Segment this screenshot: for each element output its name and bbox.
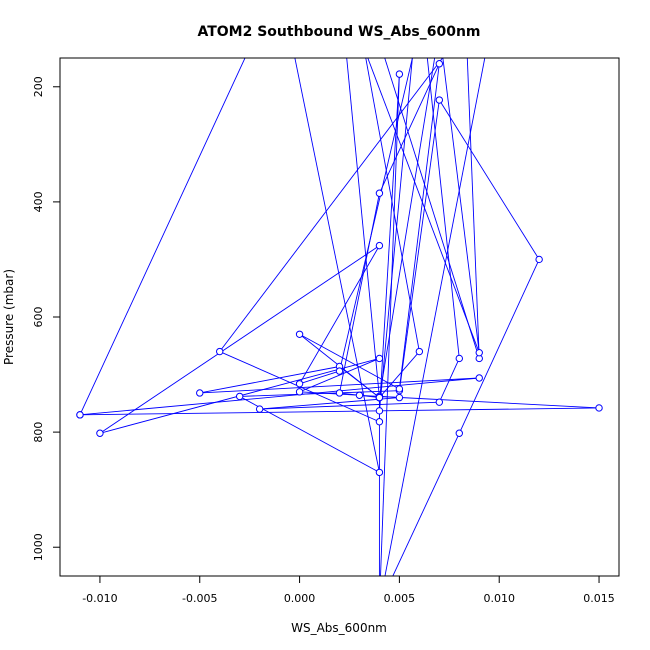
series-line-segment [380,74,400,576]
data-point [455,354,463,363]
series-line-segment [299,358,380,393]
y-tick-label: 200 [32,76,45,97]
y-tick-label: 1000 [32,533,45,561]
data-point [415,347,424,356]
series-line-segment [367,58,480,353]
y-tick-label: 600 [32,307,45,328]
data-point [475,374,483,382]
data-point [335,367,344,375]
data-point [295,330,304,338]
y-tick-label: 400 [32,191,45,212]
data-point [295,388,304,396]
x-axis-label: WS_Abs_600nm [291,621,387,635]
series-line-segment [79,377,480,416]
series-line-segment [199,377,480,394]
series-line-segment [392,433,460,576]
x-tick-label: -0.005 [182,592,217,605]
data-point [455,429,463,437]
data-point [395,70,404,78]
series-line-segment [384,58,480,359]
series-line-segment [294,58,380,473]
x-tick-label: 0.015 [583,592,615,605]
data-point [335,389,344,397]
series-line-segment [379,351,420,398]
series-line-segment [378,74,400,411]
data-point [435,60,444,68]
data-point [96,429,104,437]
plot-series [76,58,603,576]
data-point [475,348,483,357]
series-line-segment [299,370,340,385]
series-line-segment [378,58,413,411]
data-point [375,468,384,477]
data-point [375,189,384,197]
series-line-segment [398,63,440,389]
data-point [295,380,304,388]
data-point [375,241,384,250]
data-point [595,404,603,412]
x-tick-label: 0.000 [284,592,316,605]
data-point [395,393,404,402]
y-axis: 200 400 600 800 1000 [32,76,60,561]
data-point [196,389,204,397]
series-line-segment [219,58,444,352]
data-point [375,418,384,426]
x-tick-label: 0.005 [384,592,416,605]
data-point [435,398,444,406]
data-point [535,255,543,264]
series-line-segment [379,63,440,194]
data-point [235,392,244,401]
data-point [255,405,264,413]
series-line-segment [466,58,480,359]
series-line-segment [458,259,540,434]
series-line-segment [346,58,380,398]
series-line-segment [299,245,380,384]
series-line-segment [339,58,413,372]
series-line-segment [379,395,600,409]
series-line-segment [438,99,540,260]
data-point [395,385,404,393]
series-line-segment [384,58,486,576]
data-point [355,391,364,399]
series-line-segment [378,58,436,398]
series-line-segment [259,401,440,410]
plot-frame [59,57,620,577]
series-line-segment [365,58,420,352]
x-tick-label: 0.010 [483,592,515,605]
series-line-segment [339,193,380,394]
y-axis-label: Pressure (mbar) [2,269,16,365]
series-line-segment [442,58,480,353]
series-line-segment [79,407,600,416]
series-line-segment [79,58,246,416]
series-line-segment [199,366,340,394]
series-line-segment [99,245,380,434]
series-line-segment [339,366,380,398]
x-axis: -0.010 -0.005 0.000 0.005 0.010 0.015 [82,576,615,605]
series-line-segment [239,390,400,397]
series-line-segment [426,58,460,359]
data-point [435,96,444,104]
data-point [76,411,84,419]
data-point [216,347,224,356]
series-line-segment [438,358,460,403]
x-tick-label: -0.010 [82,592,117,605]
y-tick-label: 800 [32,422,45,443]
data-point [375,354,384,363]
series-line-segment [259,397,400,410]
data-point [375,407,384,415]
data-point [375,393,384,402]
chart-title: ATOM2 Southbound WS_Abs_600nm [197,24,480,40]
series-line-segment [398,99,440,391]
